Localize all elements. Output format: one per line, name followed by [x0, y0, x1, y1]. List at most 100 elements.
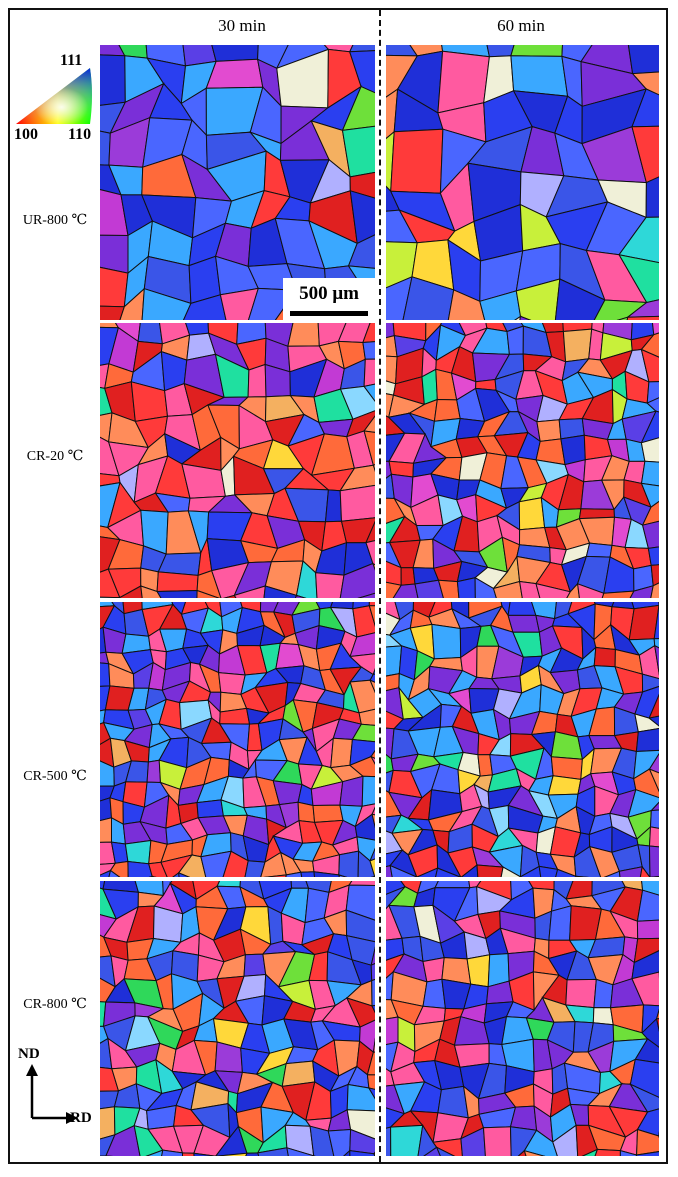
grain: [151, 875, 157, 877]
grain: [414, 579, 444, 598]
grain: [565, 978, 597, 1009]
grain: [100, 1134, 116, 1156]
grain: [349, 171, 375, 199]
grain: [555, 868, 577, 877]
grain: [631, 602, 659, 610]
grain: [636, 919, 659, 940]
grain: [460, 1127, 486, 1156]
grain: [640, 348, 659, 383]
grain: [363, 430, 375, 466]
grain: [348, 881, 375, 887]
grain: [640, 410, 659, 444]
grain: [312, 804, 344, 823]
grain: [263, 585, 298, 598]
grain: [637, 844, 651, 877]
scale-bar-label: 500 μm: [299, 283, 359, 304]
grain: [650, 582, 659, 598]
grain: [548, 905, 572, 941]
grain: [369, 679, 375, 694]
grain: [370, 962, 375, 982]
grain: [519, 865, 542, 877]
grain: [369, 858, 375, 877]
grain: [263, 874, 287, 877]
grain-map-svg: [386, 602, 659, 877]
grain: [300, 871, 316, 877]
legend-label-111: 111: [60, 52, 83, 69]
grain: [315, 572, 345, 598]
grain: [460, 864, 479, 877]
figure-frame: [8, 8, 668, 1164]
grain: [435, 867, 462, 877]
grain: [649, 876, 659, 877]
grain: [108, 869, 121, 877]
scale-bar-line: [290, 311, 368, 316]
grain: [348, 45, 375, 53]
grain: [422, 956, 445, 983]
grain: [140, 585, 162, 598]
grain: [585, 542, 613, 558]
grain: [362, 341, 375, 360]
grain: [223, 594, 237, 598]
grain: [363, 415, 375, 433]
grain: [616, 316, 629, 320]
grain: [366, 1074, 375, 1090]
grain: [416, 867, 439, 877]
grain: [371, 978, 375, 1007]
grain: [423, 1146, 441, 1156]
grain: [641, 500, 659, 526]
grain: [655, 1018, 659, 1032]
grain: [371, 562, 375, 571]
grain: [372, 464, 375, 472]
grain: [646, 397, 659, 413]
grain: [635, 1151, 659, 1156]
grain: [233, 585, 266, 598]
grain: [547, 775, 582, 796]
grain: [646, 381, 659, 404]
grain: [177, 854, 207, 877]
grain: [368, 605, 375, 627]
grain: [371, 1005, 375, 1014]
grain: [290, 881, 310, 889]
grain: [348, 755, 375, 778]
grain: [295, 560, 318, 598]
grain: [372, 668, 375, 676]
grain: [222, 850, 249, 877]
grain: [357, 592, 375, 598]
grain: [653, 604, 659, 640]
grain: [196, 589, 220, 598]
grain: [639, 865, 651, 877]
grain: [466, 954, 491, 988]
grain: [352, 605, 375, 638]
grain: [390, 128, 444, 194]
grain: [640, 460, 659, 487]
grain: [507, 614, 541, 633]
grain: [437, 579, 460, 598]
grain: [593, 978, 614, 1009]
grain: [349, 632, 375, 658]
ipf-triangle-icon: [16, 68, 92, 124]
grain: [638, 644, 659, 680]
grain: [653, 638, 659, 649]
grain: [573, 845, 602, 877]
grain: [215, 1152, 248, 1156]
grain: [338, 874, 348, 877]
grain: [636, 889, 659, 922]
grain: [193, 1152, 217, 1156]
grain: [362, 323, 375, 344]
grain: [538, 865, 559, 877]
grain: [243, 953, 267, 977]
grain: [647, 546, 659, 566]
grain: [390, 1124, 424, 1156]
grain: [219, 287, 260, 320]
grain: [244, 860, 266, 877]
grain: [346, 1109, 375, 1140]
grain: [634, 1038, 659, 1064]
grain: [648, 753, 659, 774]
axis-label-nd: ND: [18, 1046, 40, 1062]
ebsd-map-ur-800-30min: [100, 45, 375, 320]
grain: [650, 564, 659, 587]
grain: [523, 1129, 558, 1156]
grain: [338, 850, 360, 877]
grain: [343, 1149, 351, 1156]
ebsd-map-cr-500-60min: [386, 602, 659, 877]
